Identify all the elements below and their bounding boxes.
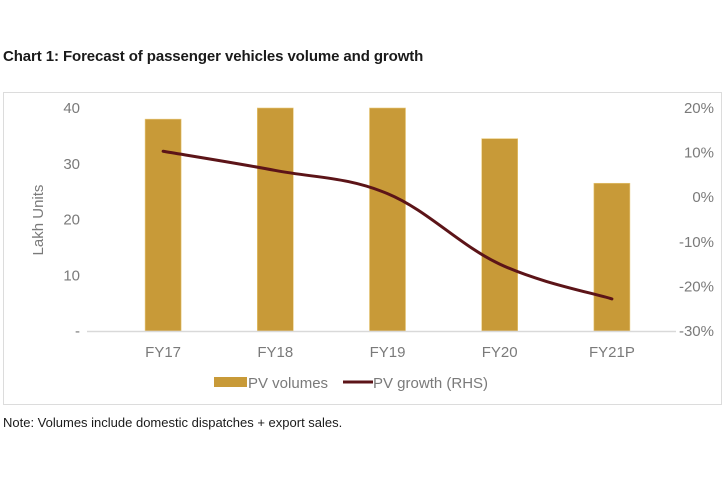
right-axis-tick-label: 20%	[684, 100, 714, 117]
left-axis-tick-label: 10	[63, 267, 80, 284]
left-axis-tick-label: 40	[63, 100, 80, 117]
x-axis-ticks: FY17 FY18 FY19 FY20 FY21P	[145, 344, 635, 361]
right-axis-ticks: -30% -20% -10% 0% 10% 20%	[679, 100, 714, 340]
x-axis-tick-label: FY20	[482, 344, 518, 361]
legend-label-pv-volumes: PV volumes	[248, 375, 328, 392]
left-axis-label: Lakh Units	[30, 185, 47, 256]
left-axis-ticks: - 10 20 30 40	[63, 100, 80, 340]
left-axis-tick-label: 30	[63, 156, 80, 173]
right-axis-tick-label: 10%	[684, 145, 714, 162]
right-axis-tick-label: -10%	[679, 234, 714, 251]
bar-fy21p	[593, 182, 631, 332]
legend-label-pv-growth: PV growth (RHS)	[373, 375, 488, 392]
chart-note: Note: Volumes include domestic dispatche…	[3, 415, 343, 430]
right-axis-tick-label: -30%	[679, 323, 714, 340]
left-axis-tick-label: -	[75, 323, 80, 340]
x-axis-tick-label: FY21P	[589, 344, 635, 361]
legend: PV volumes PV growth (RHS)	[214, 375, 488, 392]
growth-line	[161, 149, 614, 301]
bar-fy18	[256, 107, 294, 332]
bar-series	[144, 107, 631, 332]
right-axis-tick-label: -20%	[679, 278, 714, 295]
chart-title: Chart 1: Forecast of passenger vehicles …	[3, 48, 424, 65]
legend-swatch-pv-volumes	[214, 377, 247, 387]
bar-fy20	[481, 138, 519, 332]
x-axis-tick-label: FY17	[145, 344, 181, 361]
right-axis-tick-label: 0%	[692, 189, 714, 206]
x-axis-tick-label: FY18	[257, 344, 293, 361]
bar-fy19	[369, 107, 406, 332]
left-axis-tick-label: 20	[63, 212, 80, 229]
chart-frame	[3, 92, 722, 405]
x-axis-tick-label: FY19	[370, 344, 406, 361]
